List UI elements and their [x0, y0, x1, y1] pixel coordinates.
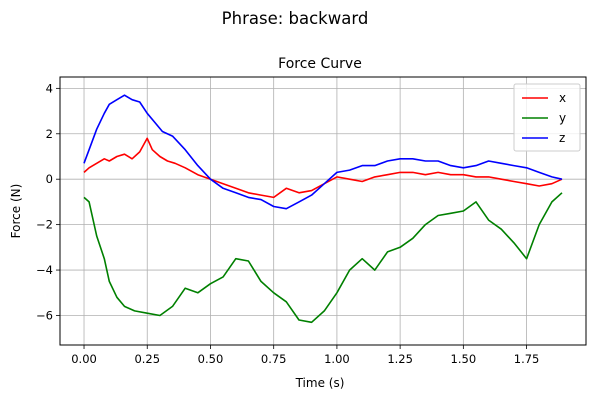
legend-label-y: y	[559, 111, 566, 125]
x-tick-label: 1.00	[324, 352, 350, 366]
series-layer	[83, 94, 563, 324]
series-line-y	[83, 192, 563, 324]
legend: xyz	[513, 83, 581, 152]
legend-label-z: z	[559, 131, 565, 145]
legend-label-x: x	[559, 91, 566, 105]
chart-title: Force Curve	[278, 56, 362, 72]
series-line-z	[83, 94, 563, 210]
series-line-x	[83, 137, 563, 199]
y-tick-label: 2	[46, 127, 53, 141]
x-axis-label: Time (s)	[295, 376, 345, 390]
x-tick-label: 0.50	[198, 352, 224, 366]
figure-suptitle: Phrase: backward	[222, 9, 369, 28]
axes-frame	[59, 76, 587, 346]
y-tick-label: 0	[46, 172, 53, 186]
y-tick-label: −2	[36, 218, 53, 232]
x-tick-label: 1.75	[514, 352, 540, 366]
y-tick-label: −4	[36, 263, 53, 277]
grid-lines	[60, 77, 586, 345]
x-tick-label: 0.25	[134, 352, 160, 366]
x-tick-label: 1.25	[387, 352, 413, 366]
x-tick-label: 0.00	[71, 352, 97, 366]
y-tick-label: −6	[36, 308, 53, 322]
y-tick-label: 4	[46, 81, 53, 95]
x-tick-label: 0.75	[261, 352, 287, 366]
y-axis-label: Force (N)	[9, 184, 23, 239]
x-axis-ticks: 0.00 0.25 0.50 0.75 1.00 1.25 1.50 1.75	[71, 345, 539, 366]
y-axis-ticks: −6 −4 −2 0 2 4	[36, 81, 60, 322]
x-tick-label: 1.50	[451, 352, 477, 366]
